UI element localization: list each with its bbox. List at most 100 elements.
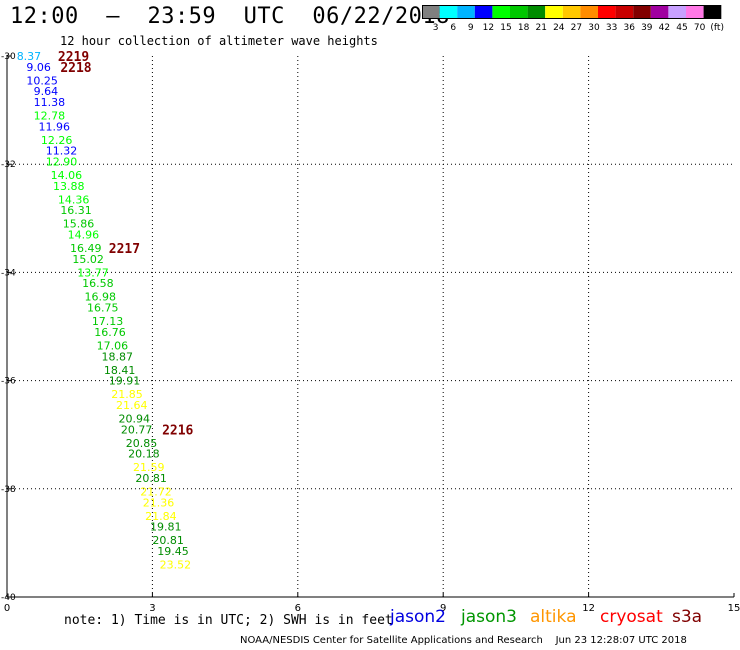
wave-height-label: 20.81: [135, 472, 167, 485]
wave-height-label: 14.06: [51, 169, 82, 182]
wave-height-label: 15.02: [72, 253, 104, 266]
color-scale-bar: 3 6 9 12 15 18 21 24 27 30 33 36 39 42 45 70 (ft): [422, 5, 724, 31]
chart-subtitle: 12 hour collection of altimeter wave hei…: [60, 34, 378, 48]
wave-height-label: 23.52: [160, 559, 192, 572]
color-swatch: [580, 5, 598, 19]
wave-height-label: 21.59: [133, 461, 165, 474]
wave-height-label: 17.13: [92, 315, 124, 328]
wave-height-label: 16.31: [60, 204, 92, 217]
y-tick-label: -38: [1, 485, 16, 495]
x-tick-label: 3: [149, 603, 155, 612]
color-scale-label: 36: [623, 23, 635, 31]
color-scale-label: 9: [468, 23, 474, 31]
y-tick-label: -36: [1, 377, 16, 387]
color-swatch: [527, 5, 546, 19]
wave-height-label: 21.72: [140, 486, 172, 499]
wave-height-label: 16.76: [94, 326, 126, 339]
wave-height-label: 20.81: [152, 534, 184, 547]
wave-height-label: 8.37: [17, 50, 42, 63]
wave-height-label: 19.45: [157, 545, 189, 558]
wave-height-label: 10.25: [26, 74, 57, 87]
wave-height-label: 21.64: [116, 399, 148, 412]
color-swatch: [598, 5, 616, 19]
wave-height-label: 18.87: [102, 350, 134, 363]
wave-height-label: 12.90: [46, 155, 77, 168]
orbit-annotation: 2217: [109, 242, 140, 257]
color-scale-label: 70: [694, 23, 706, 31]
color-scale-label: 27: [571, 23, 582, 31]
wave-height-label: 20.94: [118, 412, 149, 425]
legend-item-jason2: jason2: [390, 607, 446, 627]
orbit-annotation: 2219: [58, 50, 89, 65]
color-scale-label: (ft): [710, 23, 724, 31]
x-tick-label: 0: [4, 603, 10, 612]
wave-height-label: 14.36: [58, 193, 90, 206]
wave-height-label: 17.06: [97, 339, 129, 352]
wave-height-label: 13.77: [77, 266, 109, 279]
wave-height-plot: -30 -32 -34 -36 -38 -400 3 6 9 12 15 8.379.0610.259…: [1, 50, 740, 612]
wave-height-label: 19.91: [109, 375, 141, 388]
wave-height-label: 20.77: [121, 423, 153, 436]
wave-height-label: 16.58: [82, 277, 114, 290]
y-tick-label: -34: [1, 268, 16, 278]
wave-height-label: 9.06: [26, 61, 50, 74]
color-scale-label: 42: [659, 23, 670, 31]
wave-height-label: 9.64: [34, 85, 59, 98]
wave-height-label: 16.49: [70, 242, 102, 255]
wave-height-label: 21.36: [143, 496, 175, 509]
x-tick-label: 12: [582, 603, 595, 612]
color-scale-label: 24: [553, 23, 565, 31]
wave-height-label: 11.38: [34, 96, 65, 109]
color-swatch: [686, 5, 704, 19]
wave-height-label: 18.41: [104, 364, 136, 377]
color-scale-label: 15: [500, 23, 511, 31]
wave-height-label: 21.84: [145, 510, 177, 523]
color-swatch: [650, 5, 669, 19]
x-tick-label: 9: [440, 603, 446, 612]
y-tick-label: -32: [1, 160, 16, 170]
color-swatch: [562, 5, 581, 19]
wave-height-label: 19.81: [150, 521, 182, 534]
color-scale-label: 21: [535, 23, 546, 31]
color-scale-label: 6: [450, 23, 456, 31]
legend-item-jason3: jason3: [461, 607, 517, 627]
color-scale-label: 33: [606, 23, 617, 31]
color-swatch: [703, 5, 722, 19]
color-swatch: [439, 5, 458, 19]
legend-item-s3a: s3a: [672, 607, 703, 627]
legend-item-altika: altika: [530, 607, 577, 627]
color-swatch: [492, 5, 510, 19]
wave-height-label: 11.32: [46, 145, 77, 158]
color-scale-label: 45: [676, 23, 687, 31]
color-swatch: [457, 5, 475, 19]
color-scale-label: 30: [588, 23, 600, 31]
units-note: note: 1) Time is in UTC; 2) SWH is in fe…: [64, 613, 393, 628]
color-swatch: [668, 5, 686, 19]
color-swatch: [545, 5, 563, 19]
color-swatch: [510, 5, 528, 19]
credit-line: NOAA/NESDIS Center for Satellite Applica…: [240, 635, 687, 646]
orbit-annotation: 2216: [162, 423, 193, 438]
color-scale-label: 3: [433, 23, 439, 31]
color-swatch: [615, 5, 634, 19]
wave-height-label: 12.26: [41, 134, 73, 147]
color-swatch: [474, 5, 493, 19]
color-swatch: [422, 5, 440, 19]
wave-height-label: 20.18: [128, 448, 160, 461]
wave-height-label: 21.85: [111, 388, 143, 401]
wave-height-label: 12.78: [34, 110, 65, 123]
x-tick-label: 6: [295, 603, 301, 612]
y-tick-label: -30: [1, 52, 16, 62]
color-scale-label: 12: [483, 23, 494, 31]
wave-height-label: 16.98: [85, 291, 117, 304]
color-scale-label: 18: [518, 23, 530, 31]
wave-height-label: 13.88: [53, 180, 85, 193]
wave-height-label: 14.96: [68, 229, 100, 242]
color-scale-label: 39: [641, 23, 653, 31]
wave-height-label: 20.85: [126, 437, 158, 450]
y-tick-label: -40: [1, 593, 16, 603]
wave-height-label: 15.86: [63, 218, 94, 231]
wave-height-label: 11.96: [39, 120, 71, 133]
x-tick-label: 15: [728, 603, 740, 612]
wave-height-label: 16.75: [87, 302, 119, 315]
